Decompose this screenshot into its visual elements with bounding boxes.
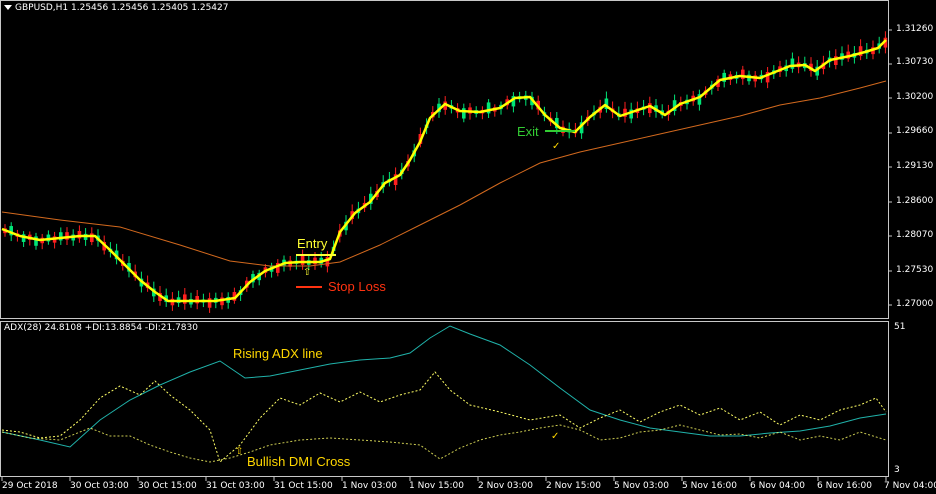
candle-body bbox=[232, 292, 237, 301]
stop-loss-label: Stop Loss bbox=[328, 279, 386, 294]
main-chart-frame[interactable] bbox=[0, 0, 889, 319]
candle-body bbox=[276, 263, 280, 273]
price-label: 1.29660 bbox=[896, 126, 934, 136]
price-label: 1.30730 bbox=[896, 57, 934, 67]
candle-body bbox=[834, 56, 838, 65]
candle-body bbox=[90, 233, 94, 243]
signal-line bbox=[1, 39, 887, 303]
candle-body bbox=[59, 232, 63, 241]
indicator-title: ADX(28) 24.8108 +DI:13.8854 -DI:21.7830 bbox=[4, 323, 198, 333]
time-label: 5 Nov 16:00 bbox=[682, 481, 737, 491]
indicator-scale-top: 51 bbox=[894, 322, 906, 332]
time-label: 6 Nov 04:00 bbox=[750, 481, 805, 491]
candle-body bbox=[790, 58, 795, 69]
price-label: 1.28070 bbox=[896, 230, 934, 240]
candle-body bbox=[883, 37, 888, 48]
time-label: 30 Oct 15:00 bbox=[138, 481, 197, 491]
candle-body bbox=[251, 274, 255, 283]
candle-body bbox=[195, 296, 199, 304]
candle-body bbox=[220, 297, 224, 306]
price-label: 1.27000 bbox=[896, 299, 934, 309]
candle-body bbox=[300, 254, 305, 265]
chart-title-bar: GBPUSD,H1 1.25456 1.25456 1.25405 1.2542… bbox=[4, 3, 228, 13]
time-label: 1 Nov 15:00 bbox=[409, 481, 464, 491]
checkmark-icon: ✓ bbox=[552, 141, 561, 152]
time-label: 31 Oct 03:00 bbox=[206, 481, 265, 491]
candle-body bbox=[765, 71, 770, 83]
entry-label: Entry bbox=[297, 236, 328, 251]
exit-label: Exit bbox=[517, 124, 539, 139]
candle-body bbox=[443, 101, 447, 110]
time-label: 2 Nov 03:00 bbox=[478, 481, 533, 491]
candle-body bbox=[858, 46, 863, 57]
minus-di-line bbox=[1, 424, 887, 463]
dropdown-triangle-icon[interactable] bbox=[4, 5, 12, 10]
candle-body bbox=[511, 96, 516, 107]
up-arrow-icon: ⇧ bbox=[235, 446, 244, 457]
indicator-scale-bottom: 3 bbox=[894, 465, 900, 475]
candle-body bbox=[9, 226, 13, 236]
time-label: 29 Oct 2018 bbox=[2, 481, 58, 491]
time-label: 5 Nov 03:00 bbox=[614, 481, 669, 491]
candle-body bbox=[393, 174, 398, 185]
candle-body bbox=[579, 122, 584, 134]
price-label: 1.31260 bbox=[896, 24, 934, 34]
candle-body bbox=[604, 98, 609, 110]
time-label: 31 Oct 15:00 bbox=[274, 481, 333, 491]
up-arrow-icon: ⇧ bbox=[303, 267, 312, 278]
dmi-cross-label: Bullish DMI Cross bbox=[247, 454, 351, 469]
candle-body bbox=[369, 193, 373, 204]
adx-line bbox=[1, 325, 887, 448]
candle-body bbox=[77, 230, 82, 239]
price-label: 1.28600 bbox=[896, 196, 934, 206]
time-label: 7 Nov 04:00 bbox=[884, 481, 936, 491]
candle-body bbox=[741, 69, 745, 80]
candle-body bbox=[207, 298, 212, 308]
time-label: 2 Nov 15:00 bbox=[546, 481, 601, 491]
candle-body bbox=[486, 102, 491, 114]
candle-body bbox=[65, 232, 69, 240]
candle-body bbox=[183, 294, 187, 304]
candle-body bbox=[648, 103, 652, 114]
candle-body bbox=[623, 108, 627, 117]
rising-adx-label: Rising ADX line bbox=[233, 346, 323, 361]
candle-body bbox=[325, 257, 330, 267]
plus-di-line bbox=[1, 371, 887, 463]
price-label: 1.29130 bbox=[896, 161, 934, 171]
candle-body bbox=[34, 236, 38, 246]
candle-body bbox=[462, 108, 466, 119]
candle-body bbox=[722, 72, 726, 82]
slow-moving-average-line bbox=[1, 80, 887, 267]
time-label: 30 Oct 03:00 bbox=[70, 481, 129, 491]
price-label: 1.27530 bbox=[896, 265, 934, 275]
price-label: 1.30200 bbox=[896, 92, 934, 102]
time-label: 1 Nov 03:00 bbox=[342, 481, 397, 491]
chart-symbol-title: GBPUSD,H1 1.25456 1.25456 1.25405 1.2542… bbox=[15, 3, 229, 13]
candle-body bbox=[697, 94, 702, 105]
candle-body bbox=[815, 66, 819, 76]
candle-body bbox=[555, 117, 559, 129]
candle-body bbox=[629, 109, 633, 119]
checkmark-icon: ✓ bbox=[551, 431, 560, 442]
candle-body bbox=[672, 100, 677, 112]
candle-body bbox=[21, 234, 26, 242]
time-label: 6 Nov 16:00 bbox=[817, 481, 872, 491]
indicator-frame[interactable] bbox=[0, 321, 889, 477]
